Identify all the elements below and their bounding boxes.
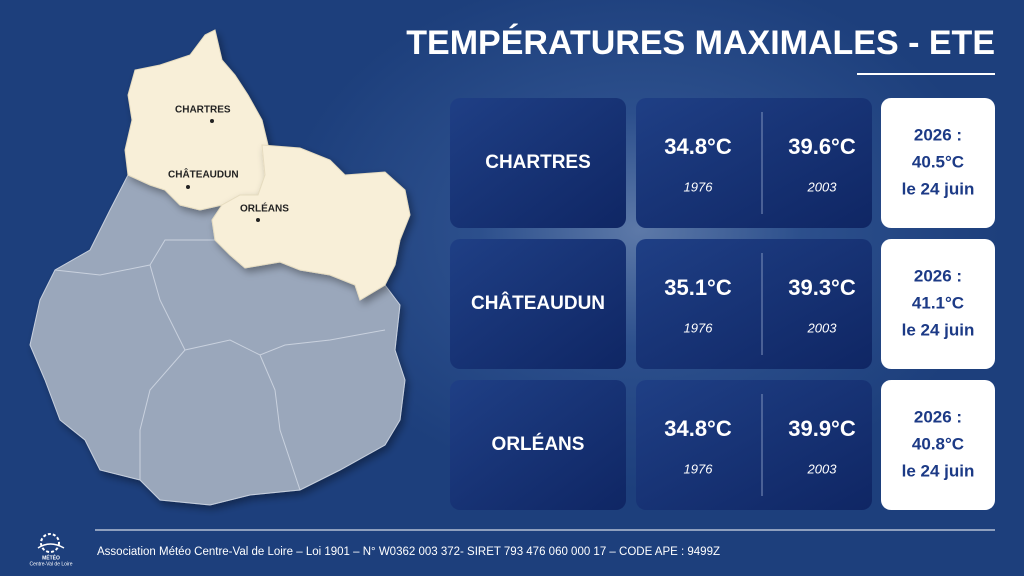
record-temp: 35.1°C (664, 275, 732, 300)
record-year: 1976 (684, 179, 714, 194)
record-temp: 39.3°C (788, 275, 856, 300)
title: TEMPÉRATURES MAXIMALES - ETE (406, 24, 995, 62)
footer: Association Météo Centre-Val de Loire – … (97, 546, 720, 558)
map-borders (54, 239, 386, 491)
records-cell (636, 239, 872, 369)
record-year: 1976 (684, 320, 714, 335)
logo-sun (40, 533, 60, 553)
map-loiret (211, 144, 411, 301)
highlight-cell (881, 98, 995, 228)
logo-text: Centre-Val de Loire (30, 561, 73, 567)
highlight-cell (881, 380, 995, 510)
city-name: ORLÉANS (492, 433, 585, 455)
records-cell (636, 380, 872, 510)
highlight-text: 2026 : (914, 125, 962, 144)
record-year: 2003 (807, 320, 838, 335)
city-cell (450, 380, 626, 510)
logo-wave (37, 543, 65, 549)
highlight-text: 2026 : (914, 407, 962, 426)
highlight-text: 2026 : (914, 266, 962, 285)
map-label: CHARTRES (175, 105, 231, 116)
city-dot (186, 185, 190, 189)
city-cell (450, 239, 626, 369)
city-cell (450, 98, 626, 228)
record-year: 2003 (807, 179, 838, 194)
highlight-text: 40.5°C (912, 152, 964, 171)
highlight-cell (881, 239, 995, 369)
city-dot (256, 218, 260, 222)
record-temp: 39.9°C (788, 416, 856, 441)
logo: MÉTÉO Centre-Val de Loire (30, 533, 73, 567)
rows: CHARTRES 34.8°C 1976 39.6°C 2003 2026 : 40.5°C… (450, 98, 995, 510)
record-year: 2003 (807, 461, 838, 476)
map-label: ORLÉANS (240, 202, 289, 215)
records-cell (636, 98, 872, 228)
record-year: 1976 (684, 461, 714, 476)
city-dot (210, 119, 214, 123)
highlight-text: le 24 juin (902, 320, 975, 339)
highlight-text: 40.8°C (912, 434, 964, 453)
highlight-text: 41.1°C (912, 293, 964, 312)
highlight-text: le 24 juin (902, 179, 975, 198)
city-name: CHÂTEAUDUN (471, 292, 605, 314)
map-label: CHÂTEAUDUN (168, 168, 239, 181)
logo-text: MÉTÉO (42, 553, 60, 561)
map-eure-et-loir (124, 29, 276, 211)
highlight-text: le 24 juin (902, 461, 975, 480)
city-name: CHARTRES (485, 152, 591, 173)
record-temp: 39.6°C (788, 134, 856, 159)
record-temp: 34.8°C (664, 416, 732, 441)
record-temp: 34.8°C (664, 134, 732, 159)
map: CHARTRES CHÂTEAUDUN ORLÉANS (29, 29, 411, 506)
